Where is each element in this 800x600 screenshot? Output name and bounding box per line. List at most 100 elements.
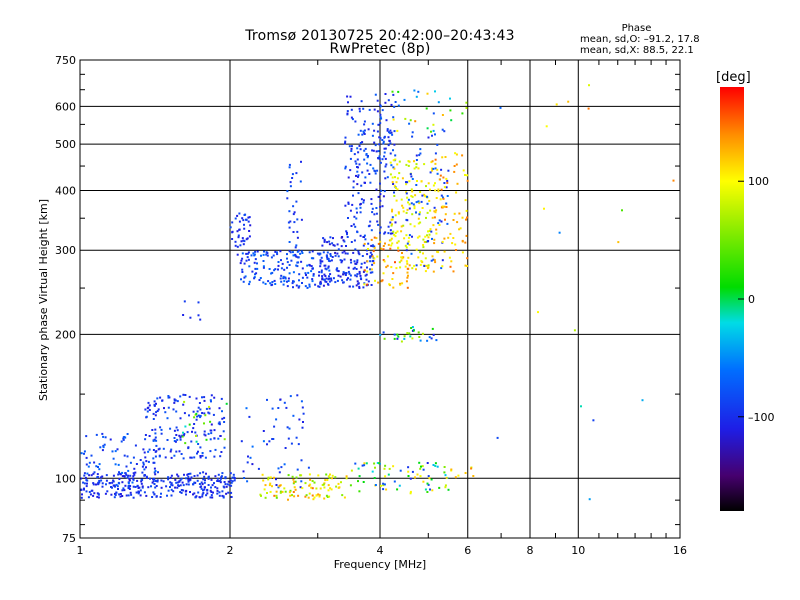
data-point — [172, 408, 175, 411]
data-point — [367, 280, 370, 283]
data-point — [85, 479, 88, 482]
data-point — [407, 470, 410, 473]
data-point — [121, 481, 124, 484]
data-point — [431, 167, 433, 170]
data-point — [201, 396, 203, 399]
data-point — [220, 397, 223, 400]
data-point — [457, 474, 460, 477]
data-point — [92, 483, 95, 486]
data-point — [204, 479, 206, 482]
data-point — [178, 434, 181, 437]
data-point — [373, 262, 376, 265]
data-point — [436, 143, 439, 146]
data-point — [342, 239, 345, 242]
data-point — [277, 407, 280, 409]
data-point — [289, 251, 292, 254]
data-point — [417, 200, 420, 203]
data-point — [382, 248, 385, 251]
data-point — [415, 211, 417, 214]
data-point — [293, 481, 296, 483]
data-point — [354, 160, 357, 163]
data-point — [248, 216, 251, 219]
data-point — [231, 238, 234, 240]
data-point — [147, 460, 150, 463]
data-point — [446, 179, 449, 182]
data-point — [154, 455, 157, 458]
data-point — [356, 211, 358, 214]
data-point — [362, 270, 365, 273]
data-point — [154, 428, 157, 431]
data-point — [289, 181, 292, 184]
data-point — [249, 456, 252, 459]
data-point — [325, 280, 328, 283]
data-point — [452, 219, 455, 221]
data-point — [295, 284, 298, 287]
data-point — [362, 107, 365, 110]
data-point — [389, 173, 392, 176]
data-point — [375, 237, 378, 240]
data-point — [415, 264, 418, 267]
data-point — [167, 478, 170, 481]
data-point — [322, 251, 325, 254]
data-point — [401, 257, 404, 260]
data-point — [266, 398, 268, 401]
data-point — [153, 438, 156, 441]
data-point — [426, 267, 429, 270]
data-point — [418, 235, 421, 238]
data-point — [297, 443, 300, 446]
data-point — [394, 231, 397, 234]
data-point — [290, 442, 293, 445]
data-point — [101, 482, 104, 485]
data-point — [431, 134, 433, 137]
data-point — [350, 261, 353, 264]
data-point — [301, 487, 304, 490]
data-point — [271, 283, 274, 286]
data-point — [427, 475, 430, 478]
data-point — [219, 455, 222, 458]
data-point — [208, 412, 211, 415]
data-point — [406, 262, 409, 265]
data-point — [389, 129, 392, 132]
data-point — [379, 161, 382, 164]
data-point — [397, 211, 400, 214]
data-point — [170, 448, 173, 451]
data-point — [327, 265, 330, 268]
data-point — [407, 164, 410, 167]
data-point — [360, 266, 363, 269]
data-point — [285, 406, 288, 409]
data-point — [329, 273, 332, 276]
data-point — [443, 182, 446, 184]
data-point — [352, 180, 355, 183]
data-point — [269, 482, 272, 485]
data-point — [352, 251, 355, 254]
data-point — [432, 167, 435, 170]
data-point — [389, 247, 392, 250]
data-point — [286, 266, 288, 269]
data-point — [203, 481, 206, 484]
data-point — [189, 316, 192, 319]
data-point — [436, 250, 439, 253]
data-point — [441, 205, 444, 208]
data-point — [96, 476, 99, 479]
data-point — [305, 494, 308, 497]
data-point — [409, 119, 412, 122]
data-point — [337, 248, 340, 251]
data-point — [417, 167, 420, 170]
data-point — [345, 477, 348, 480]
data-point — [247, 251, 250, 254]
data-point — [433, 259, 436, 262]
data-point — [384, 101, 387, 104]
data-point — [83, 452, 85, 455]
data-point — [244, 213, 247, 216]
data-point — [349, 484, 352, 487]
data-point — [324, 479, 327, 482]
data-point — [178, 480, 181, 483]
data-point — [458, 228, 461, 231]
data-point — [377, 223, 380, 226]
data-point — [391, 210, 393, 213]
data-point — [378, 136, 381, 139]
data-point — [396, 333, 399, 336]
data-point — [292, 482, 295, 485]
data-point — [425, 107, 428, 110]
data-point — [379, 122, 382, 125]
